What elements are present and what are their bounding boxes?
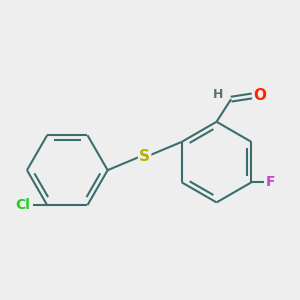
Text: H: H bbox=[213, 88, 224, 101]
Text: F: F bbox=[266, 175, 276, 189]
Text: S: S bbox=[139, 148, 150, 164]
Text: O: O bbox=[254, 88, 267, 104]
Text: Cl: Cl bbox=[16, 198, 30, 212]
